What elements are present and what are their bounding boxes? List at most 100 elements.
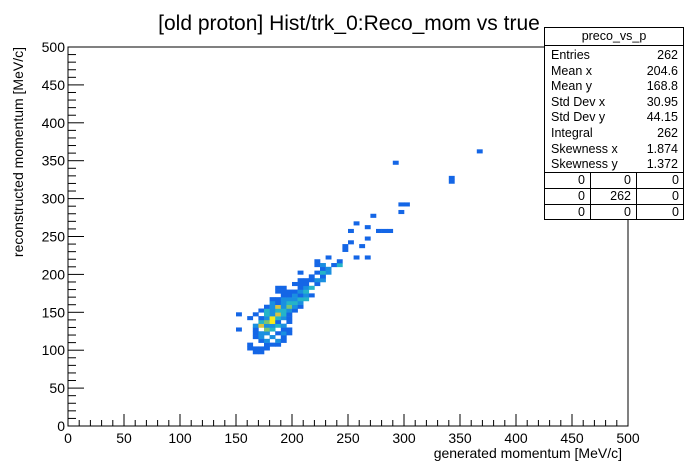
stat-mean-y: Mean y 168.8 — [551, 79, 678, 95]
histogram-bin — [308, 278, 315, 283]
histogram-bin — [252, 346, 259, 351]
histogram-bin — [275, 289, 282, 294]
histogram-bin — [264, 346, 270, 351]
histogram-bin — [292, 293, 298, 298]
x-axis: 0 50 100 150 200 250 300 350 400 450 500 — [64, 414, 640, 446]
histogram-bin — [275, 316, 282, 321]
histogram-bin — [252, 323, 259, 328]
stats-divider — [545, 45, 683, 46]
histogram-bin — [258, 338, 265, 343]
histogram-bin — [280, 285, 287, 290]
histogram-bin — [280, 312, 287, 317]
histogram-bin — [359, 244, 366, 249]
x-tick-label: 300 — [392, 430, 416, 446]
histogram-bin — [476, 149, 483, 154]
stat-label: Std Dev y — [551, 110, 606, 124]
overflow-cell: 0 — [544, 172, 590, 188]
histogram-bin — [252, 350, 259, 355]
histogram-bin — [370, 213, 377, 218]
histogram-bin — [280, 335, 287, 340]
histogram-bin — [286, 316, 293, 321]
histogram-bin — [264, 331, 270, 336]
histogram-bin — [252, 335, 259, 340]
histogram-bin — [264, 312, 270, 317]
x-tick-label: 500 — [616, 430, 640, 446]
histogram-bin — [269, 323, 276, 328]
histogram-bin — [292, 308, 298, 313]
histogram-bin — [264, 304, 270, 309]
y-tick-label: 450 — [42, 77, 66, 93]
histogram-bin — [292, 289, 298, 294]
histogram-bin — [286, 319, 293, 324]
histogram-bin — [364, 225, 371, 230]
stat-value: 1.372 — [646, 157, 678, 171]
histogram-bin — [336, 259, 343, 264]
histogram-bin — [297, 278, 304, 283]
y-tick-label: 350 — [42, 153, 66, 169]
histogram-bin — [353, 255, 360, 260]
histogram-bin — [286, 293, 293, 298]
histogram-bin — [336, 263, 343, 268]
histogram-bin — [292, 297, 298, 302]
overflow-cell: 0 — [636, 172, 684, 188]
histogram-bin — [264, 342, 270, 347]
overflow-cell: 262 — [590, 188, 636, 204]
stat-label: Mean x — [551, 64, 592, 78]
histogram-bin — [381, 228, 388, 234]
stat-label: Integral — [551, 126, 593, 140]
histogram-bin — [258, 335, 265, 340]
x-tick-label: 350 — [448, 430, 472, 446]
histogram-bin — [297, 289, 304, 294]
histogram-bin — [448, 175, 455, 180]
histogram-bin — [280, 323, 287, 328]
histogram-bin — [286, 297, 293, 302]
overflow-cell: 0 — [544, 204, 590, 220]
histogram-bin — [303, 297, 310, 302]
histogram-bin — [280, 338, 287, 343]
histogram-bin — [269, 342, 276, 347]
histogram-bin — [303, 285, 310, 290]
histogram-bin — [275, 323, 282, 328]
overflow-cell: 0 — [636, 204, 684, 220]
y-axis-label: reconstructed momentum [MeV/c] — [10, 47, 26, 257]
histogram-bin — [392, 160, 399, 165]
x-tick-label: 50 — [116, 430, 132, 446]
histogram-bin — [292, 300, 298, 306]
histogram-bin — [292, 304, 298, 309]
histogram-bin — [264, 323, 270, 328]
histogram-bin — [275, 319, 282, 324]
stat-label: Entries — [551, 48, 590, 62]
x-tick-label: 450 — [560, 430, 584, 446]
histogram-bin — [258, 350, 265, 355]
y-tick-label: 400 — [42, 115, 66, 131]
y-tick-label: 500 — [42, 39, 66, 55]
histogram-bin — [320, 274, 326, 279]
histogram-bin — [264, 327, 270, 332]
histogram-bin — [314, 281, 321, 287]
histogram-bin — [280, 289, 287, 294]
stats-box: preco_vs_p Entries 262 Mean x 204.6 Mean… — [544, 27, 684, 220]
histogram-bins — [236, 149, 483, 355]
histogram-bin — [286, 327, 293, 332]
histogram-bin — [280, 327, 287, 332]
histogram-bin — [247, 342, 254, 347]
histogram-bin — [325, 266, 332, 271]
histogram-bin — [269, 316, 276, 321]
histogram-bin — [286, 331, 293, 336]
histogram-bin — [275, 300, 282, 306]
y-tick-label: 50 — [49, 380, 65, 396]
histogram-bin — [398, 209, 405, 215]
histogram-bin — [297, 304, 304, 309]
stat-label: Skewness y — [551, 157, 618, 171]
y-tick-label: 250 — [42, 229, 66, 245]
histogram-bin — [325, 270, 332, 275]
histogram-bin — [297, 285, 304, 290]
histogram-bin — [342, 247, 349, 252]
y-tick-label: 200 — [42, 266, 66, 282]
histogram-bin — [258, 331, 265, 336]
histogram-bin — [275, 304, 282, 309]
histogram-bin — [275, 285, 282, 290]
histogram-bin — [314, 259, 321, 264]
histogram-bin — [297, 270, 304, 275]
